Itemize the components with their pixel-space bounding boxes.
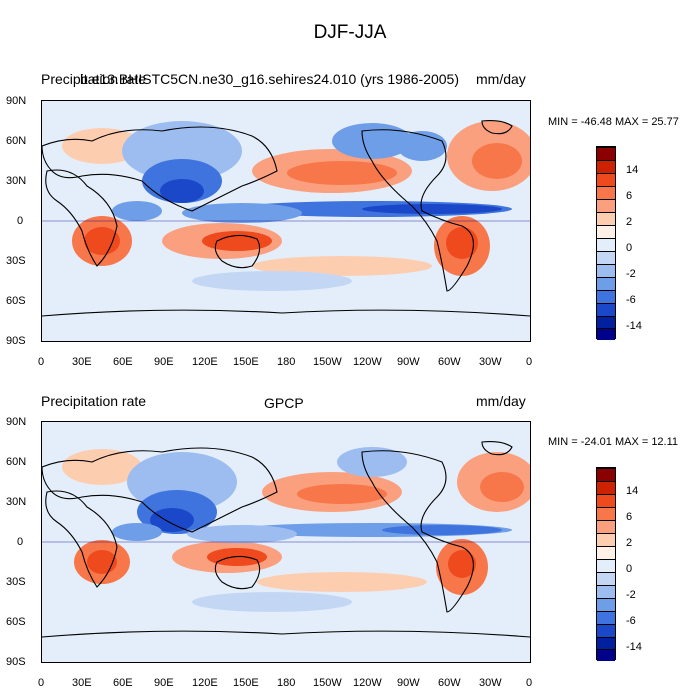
colorbar-swatch bbox=[597, 481, 615, 494]
lon-tick-label: 150E bbox=[233, 356, 259, 368]
lon-tick-label: 60W bbox=[438, 677, 461, 689]
precipitation-map bbox=[41, 100, 531, 342]
lon-tick-label: 90W bbox=[397, 356, 420, 368]
colorbar-tick-label: -14 bbox=[626, 320, 642, 332]
colorbar-tick-label: 14 bbox=[626, 164, 639, 176]
lat-tick-label: 0 bbox=[17, 536, 24, 548]
colorbar-swatch bbox=[597, 264, 615, 277]
lon-tick-label: 120W bbox=[353, 677, 382, 689]
lon-tick-label: 0 bbox=[38, 677, 45, 689]
lat-tick-label: 30S bbox=[6, 255, 26, 267]
colorbar-tick-label: -6 bbox=[626, 615, 636, 627]
lat-tick-label: 90N bbox=[6, 416, 27, 428]
lon-tick-label: 90E bbox=[154, 677, 174, 689]
colorbar-swatch bbox=[597, 277, 615, 290]
lon-tick-label: 0 bbox=[526, 677, 533, 689]
colorbar-tick-label: 0 bbox=[626, 242, 633, 254]
lat-tick-label: 60N bbox=[6, 135, 27, 147]
lon-tick-label: 120E bbox=[192, 677, 218, 689]
lon-tick-label: 0 bbox=[38, 356, 45, 368]
colorbar-swatch bbox=[597, 199, 615, 212]
map-canvas bbox=[42, 101, 530, 341]
colorbar-swatch bbox=[597, 212, 615, 225]
colorbar-swatch bbox=[597, 290, 615, 303]
lon-tick-label: 150E bbox=[233, 677, 259, 689]
colorbar-tick-label: 14 bbox=[626, 485, 639, 497]
colorbar-swatch bbox=[597, 251, 615, 264]
colorbar-swatch bbox=[597, 173, 615, 186]
colorbar-swatch bbox=[597, 507, 615, 520]
lon-tick-label: 60W bbox=[438, 356, 461, 368]
figure-title: DJF-JJA bbox=[313, 22, 387, 43]
lat-tick-label: 30N bbox=[6, 496, 27, 508]
colorbar-swatch bbox=[597, 546, 615, 559]
colorbar-swatch bbox=[597, 649, 615, 661]
colorbar-swatch bbox=[597, 520, 615, 533]
colorbar-swatch bbox=[597, 533, 615, 546]
colorbar-swatch bbox=[597, 559, 615, 572]
lon-tick-label: 30E bbox=[72, 677, 92, 689]
lon-tick-label: 150W bbox=[313, 356, 342, 368]
colorbar-swatch bbox=[597, 303, 615, 316]
lon-tick-label: 120W bbox=[353, 356, 382, 368]
lon-tick-label: 0 bbox=[526, 356, 533, 368]
precipitation-map bbox=[41, 421, 531, 663]
panel-center-label: GPCP bbox=[264, 395, 304, 411]
colorbar-swatches bbox=[596, 146, 616, 340]
colorbar-tick-label: 0 bbox=[626, 563, 633, 575]
colorbar-tick-label: -14 bbox=[626, 641, 642, 653]
colorbar-swatch bbox=[597, 624, 615, 637]
lat-tick-label: 90S bbox=[6, 656, 26, 668]
panel-left-label: Precipitation rate bbox=[41, 393, 147, 409]
lat-tick-label: 0 bbox=[17, 215, 24, 227]
colorbar-swatch bbox=[597, 328, 615, 340]
colorbar-swatch bbox=[597, 611, 615, 624]
colorbar-swatch bbox=[597, 147, 615, 160]
lat-tick-label: 30N bbox=[6, 175, 27, 187]
colorbar-swatch bbox=[597, 572, 615, 585]
lon-tick-label: 30E bbox=[72, 356, 92, 368]
colorbar-swatch bbox=[597, 160, 615, 173]
panel-left-label: Precipitation rate bbox=[41, 71, 147, 87]
lon-tick-label: 60E bbox=[113, 356, 133, 368]
colorbar-swatch bbox=[597, 316, 615, 328]
colorbar-tick-label: 2 bbox=[626, 216, 633, 228]
map-canvas bbox=[42, 422, 530, 662]
colorbar-swatch bbox=[597, 494, 615, 507]
lat-tick-label: 60S bbox=[6, 295, 26, 307]
lat-tick-label: 90N bbox=[6, 95, 27, 107]
colorbar-swatch bbox=[597, 225, 615, 238]
colorbar-tick-label: 2 bbox=[626, 537, 633, 549]
colorbar-swatch bbox=[597, 637, 615, 649]
colorbar-swatch bbox=[597, 468, 615, 481]
colorbar-swatches bbox=[596, 467, 616, 661]
panel-center-label: b.e13.BHISTC5CN.ne30_g16.sehires24.010 (… bbox=[80, 71, 460, 87]
colorbar-swatch bbox=[597, 585, 615, 598]
lon-tick-label: 150W bbox=[313, 677, 342, 689]
lon-tick-label: 30W bbox=[479, 356, 502, 368]
lon-tick-label: 180 bbox=[277, 677, 296, 689]
lat-tick-label: 60S bbox=[6, 616, 26, 628]
lat-tick-label: 60N bbox=[6, 456, 27, 468]
lat-tick-label: 30S bbox=[6, 576, 26, 588]
min-max-label: MIN = -46.48 MAX = 25.77 bbox=[548, 116, 679, 128]
lon-tick-label: 90E bbox=[154, 356, 174, 368]
panel-units-label: mm/day bbox=[476, 71, 526, 87]
colorbar-swatch bbox=[597, 186, 615, 199]
colorbar-tick-label: -6 bbox=[626, 294, 636, 306]
lon-tick-label: 120E bbox=[192, 356, 218, 368]
colorbar-swatch bbox=[597, 598, 615, 611]
colorbar-tick-label: -2 bbox=[626, 268, 636, 280]
lon-tick-label: 90W bbox=[397, 677, 420, 689]
panel-units-label: mm/day bbox=[476, 393, 526, 409]
lat-tick-label: 90S bbox=[6, 335, 26, 347]
min-max-label: MIN = -24.01 MAX = 12.11 bbox=[548, 436, 679, 448]
colorbar-tick-label: -2 bbox=[626, 589, 636, 601]
lon-tick-label: 180 bbox=[277, 356, 296, 368]
lon-tick-label: 30W bbox=[479, 677, 502, 689]
colorbar-tick-label: 6 bbox=[626, 190, 633, 202]
lon-tick-label: 60E bbox=[113, 677, 133, 689]
colorbar-tick-label: 6 bbox=[626, 511, 633, 523]
colorbar-swatch bbox=[597, 238, 615, 251]
